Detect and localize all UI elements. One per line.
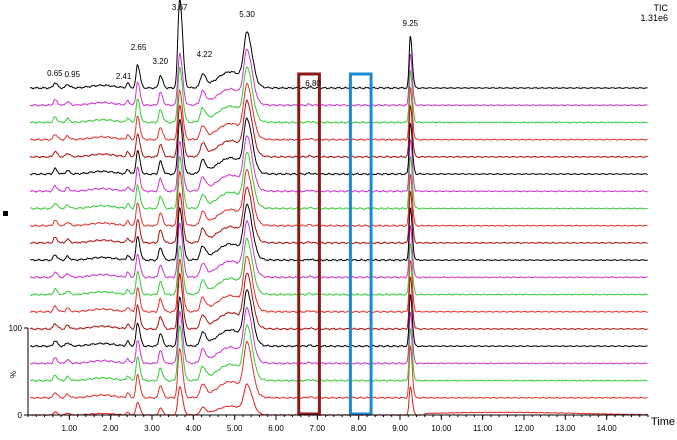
chromatogram-trace bbox=[29, 186, 648, 245]
x-tick-label: 13.00 bbox=[555, 424, 576, 433]
x-axis-label: Time bbox=[651, 416, 675, 428]
x-tick-label: 4.00 bbox=[186, 424, 202, 433]
chromatogram-trace bbox=[30, 255, 648, 314]
peak-label: 3.20 bbox=[152, 57, 168, 66]
chromatogram-trace bbox=[29, 66, 648, 124]
chromatogram-trace bbox=[30, 82, 648, 142]
side-marker bbox=[3, 211, 8, 216]
chart-subtitle: 1.31e6 bbox=[640, 13, 668, 23]
chromatogram-trace bbox=[30, 168, 648, 228]
chromatogram-trace bbox=[29, 48, 648, 107]
peak-label: 0.65 bbox=[47, 69, 63, 78]
chromatogram-trace bbox=[29, 117, 648, 176]
trace-group bbox=[29, 0, 648, 417]
x-tick-label: 1.00 bbox=[62, 424, 78, 433]
x-tick-label: 7.00 bbox=[310, 424, 326, 433]
highlight-region-box bbox=[348, 72, 373, 416]
peak-label: 0.95 bbox=[64, 70, 80, 79]
x-tick-label: 10.00 bbox=[431, 424, 452, 433]
x-tick-label: 3.00 bbox=[144, 424, 160, 433]
highlight-region-group bbox=[297, 72, 373, 416]
y-tick-label: 100 bbox=[9, 324, 23, 333]
peak-label: 4.22 bbox=[197, 50, 213, 59]
x-tick-label: 8.00 bbox=[351, 424, 367, 433]
x-tick-label: 5.00 bbox=[227, 424, 243, 433]
chromatogram-trace bbox=[29, 99, 648, 159]
chromatogram-trace bbox=[29, 383, 648, 417]
x-tick-label: 14.00 bbox=[597, 424, 618, 433]
chromatogram-trace bbox=[29, 152, 648, 210]
peak-label: 2.41 bbox=[116, 72, 132, 81]
x-tick-label: 6.00 bbox=[268, 424, 284, 433]
x-tick-label: 2.00 bbox=[103, 424, 119, 433]
chromatogram-trace bbox=[29, 340, 648, 400]
y-tick-label: 0 bbox=[18, 411, 23, 420]
peak-label: 3.67 bbox=[172, 3, 188, 12]
chromatogram-trace bbox=[30, 135, 648, 193]
chromatogram-trace bbox=[29, 237, 648, 296]
chart-title: TIC bbox=[654, 3, 669, 13]
x-tick-label: 9.00 bbox=[392, 424, 408, 433]
chromatogram-trace bbox=[29, 219, 648, 279]
x-tick-label: 11.00 bbox=[473, 424, 493, 433]
y-axis-label: % bbox=[9, 371, 18, 378]
chromatogram-trace bbox=[30, 0, 648, 90]
chromatogram-trace bbox=[29, 324, 648, 383]
peak-label-group: 0.65 0.95 2.41 2.65 3.20 3.67 4.22 5.30 6.80 9.25 bbox=[47, 3, 419, 88]
chromatogram-trace bbox=[29, 203, 648, 262]
chromatogram-trace bbox=[29, 306, 648, 365]
chromatogram-trace bbox=[29, 289, 648, 348]
chromatogram-trace bbox=[29, 272, 648, 331]
peak-label: 9.25 bbox=[403, 19, 419, 28]
peak-label: 6.80 bbox=[305, 79, 321, 88]
x-tick-label: 12.00 bbox=[514, 424, 535, 433]
axes-group: 1.00 2.00 3.00 4.00 5.00 6.00 7.00 8.00 9.00 10.0… bbox=[9, 324, 649, 433]
highlight-region-box bbox=[297, 72, 321, 416]
peak-label: 5.30 bbox=[239, 10, 255, 19]
peak-label: 2.65 bbox=[131, 43, 147, 52]
